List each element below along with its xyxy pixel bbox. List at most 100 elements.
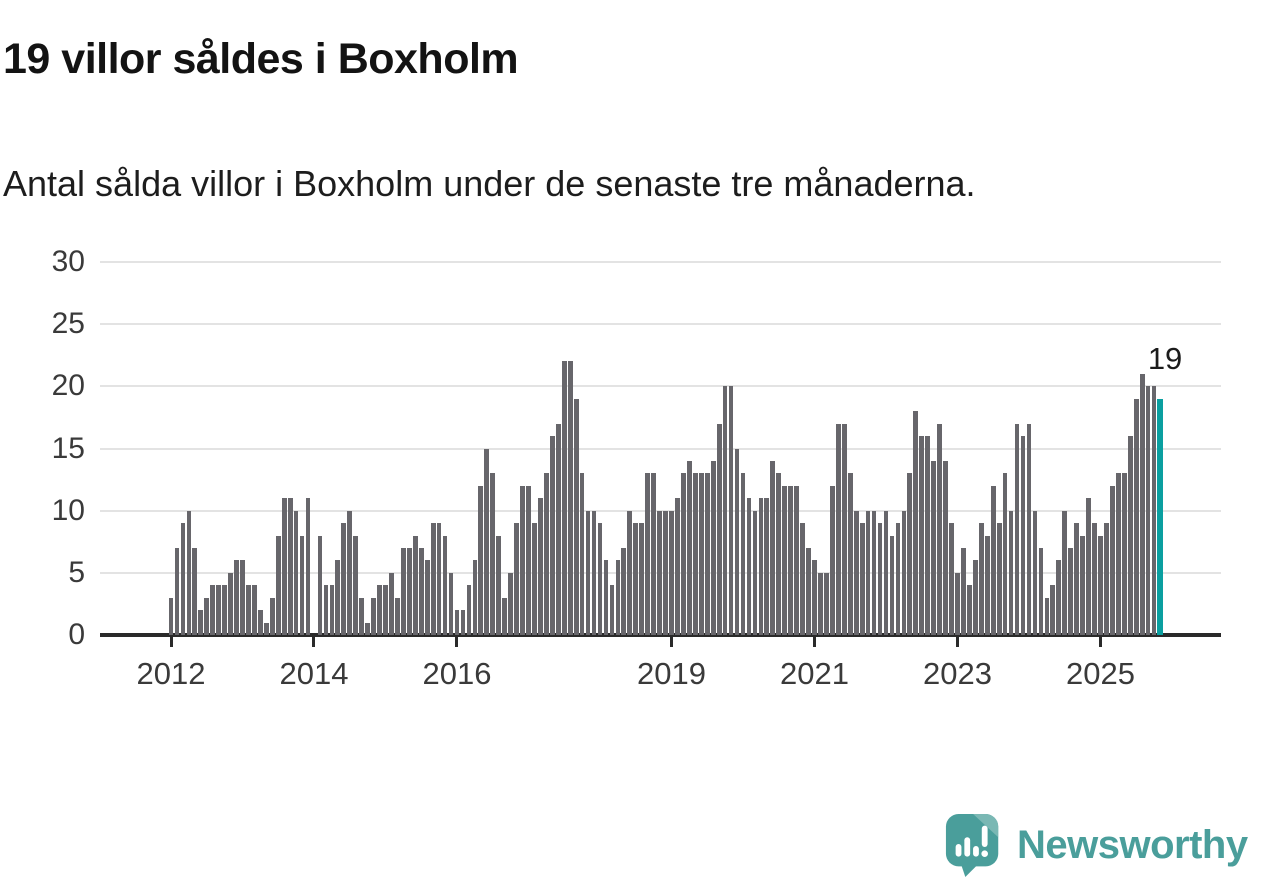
bar: [1002, 473, 1008, 635]
bar: [263, 622, 269, 635]
bar: [621, 547, 627, 635]
bar: [913, 411, 919, 635]
bar: [812, 560, 817, 635]
bar: [698, 473, 704, 635]
bar: [722, 386, 728, 635]
bar: [973, 560, 978, 635]
bar: [675, 498, 680, 635]
bar: [1074, 523, 1079, 635]
bar: [847, 473, 853, 635]
bar: [258, 610, 263, 635]
gridline-15: [100, 447, 1221, 450]
bar: [955, 572, 960, 635]
bar: [1068, 547, 1074, 635]
bar: [442, 535, 448, 635]
bar: [186, 510, 192, 635]
bar: [538, 498, 543, 635]
bar: [883, 510, 889, 635]
page-title: 19 villor såldes i Boxholm: [3, 34, 519, 83]
bar: [466, 585, 472, 635]
bar: [710, 460, 716, 635]
bar: [287, 498, 293, 635]
bar: [1056, 560, 1062, 635]
bar: [627, 510, 633, 635]
bar: [412, 535, 418, 635]
bar: [383, 585, 388, 635]
gridline-30: [100, 261, 1221, 263]
bar: [984, 535, 990, 635]
bar: [841, 423, 847, 635]
bar: [526, 485, 531, 635]
logo-bar-1: [955, 844, 962, 857]
x-tick-label-2023: 2023: [923, 656, 992, 691]
bar: [746, 498, 752, 635]
bar: [377, 585, 382, 635]
bar: [806, 547, 811, 635]
bar: [395, 597, 400, 635]
bar: [704, 473, 710, 635]
bar: [1098, 535, 1103, 635]
bar: [716, 423, 722, 635]
bar: [478, 485, 484, 635]
bar: [794, 485, 799, 635]
bar: [788, 485, 793, 635]
bar: [728, 386, 734, 635]
y-tick-label-15: 15: [51, 431, 85, 465]
bar: [329, 585, 335, 635]
bar: [353, 535, 359, 635]
bar: [180, 523, 186, 635]
bar: [341, 523, 347, 635]
bar: [347, 510, 353, 635]
bar: [192, 547, 198, 635]
bar: [901, 510, 907, 635]
y-tick-label-20: 20: [51, 369, 85, 403]
bar: [454, 610, 460, 635]
bar: [1139, 373, 1145, 635]
bar: [782, 485, 788, 635]
bar: [633, 523, 639, 635]
bar: [305, 498, 311, 635]
x-tick-2025: [1098, 637, 1102, 647]
bar: [561, 361, 567, 635]
bar: [734, 448, 740, 635]
bar: [651, 473, 656, 635]
gridline-25: [100, 323, 1221, 326]
bar: [978, 523, 984, 635]
bar: [299, 535, 305, 635]
bar: [359, 597, 364, 635]
bar: [269, 597, 275, 635]
logo-bar-2: [964, 837, 971, 857]
x-tick-2016: [455, 637, 459, 647]
bar: [549, 436, 555, 635]
x-tick-label-2014: 2014: [279, 656, 349, 691]
bar: [853, 510, 859, 635]
logo-exclamation-bar: [981, 825, 988, 847]
bar: [1121, 473, 1127, 635]
bar: [931, 460, 936, 635]
bar: [681, 473, 686, 635]
bar: [907, 473, 913, 635]
bar: [669, 510, 674, 635]
x-axis-line: [100, 633, 1221, 637]
bar: [937, 423, 942, 635]
bar: [961, 547, 966, 635]
bar: [692, 473, 698, 635]
bar: [615, 560, 621, 635]
bar: [990, 485, 996, 635]
bar: [472, 560, 478, 635]
bar: [544, 473, 549, 635]
bar: [430, 523, 436, 635]
x-tick-label-2012: 2012: [136, 656, 206, 691]
bar: [1151, 386, 1157, 635]
bar: [1127, 436, 1133, 635]
bar: [925, 436, 931, 635]
bar: [275, 535, 281, 635]
bar: [1116, 473, 1121, 635]
bar: [824, 572, 829, 635]
bar: [800, 523, 805, 635]
bar: [1133, 398, 1139, 635]
bar: [1145, 386, 1151, 635]
bar: [835, 423, 841, 635]
bar: [448, 572, 454, 635]
